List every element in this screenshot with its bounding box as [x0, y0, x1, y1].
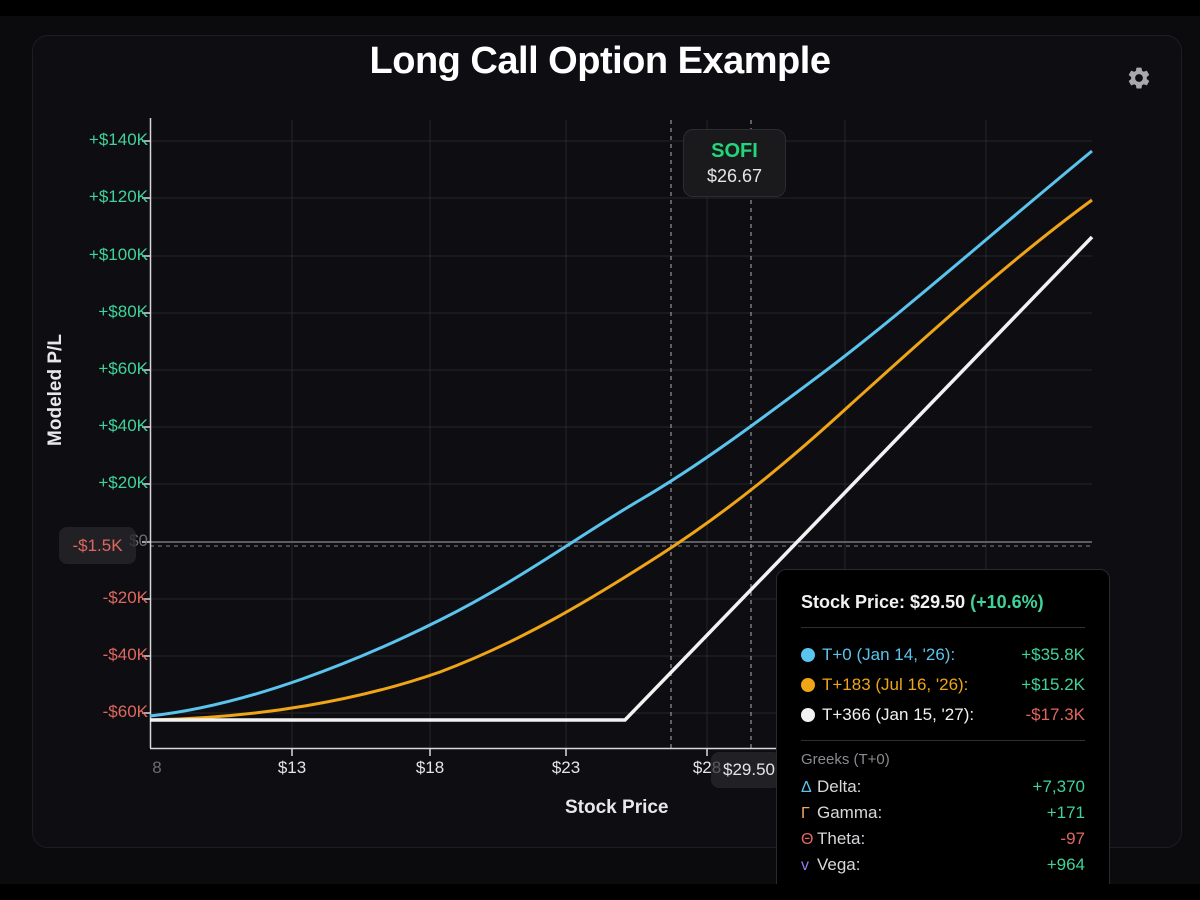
series-value: -$17.3K — [1025, 705, 1085, 724]
greek-row-delta: Δ Delta: +7,370 — [801, 774, 1085, 800]
vertical-gridlines — [291, 120, 987, 748]
series-label: T+366 (Jan 15, '27): — [822, 705, 975, 724]
greek-row-vega: v Vega: +964 — [801, 852, 1085, 878]
greek-row-theta: Θ Theta: -97 — [801, 826, 1085, 852]
bottom-bar — [0, 884, 1200, 900]
greek-name: Vega: — [817, 855, 861, 874]
t183-curve — [149, 198, 1093, 722]
vega-icon: v — [801, 857, 809, 874]
series-value: +$35.8K — [1021, 645, 1085, 664]
y-tick-label: +$140K — [88, 130, 148, 149]
y-tick-label: +$20K — [98, 473, 148, 492]
greek-name: Theta: — [817, 829, 866, 848]
y-tick-label: -$20K — [102, 588, 148, 607]
cursor-price-badge: $29.50 — [711, 752, 781, 788]
series-label: T+183 (Jul 16, '26): — [822, 675, 969, 694]
gear-icon[interactable] — [1126, 65, 1152, 91]
greek-name: Delta: — [817, 777, 862, 796]
t366-curve — [150, 235, 1094, 722]
ticker-symbol: SOFI — [711, 140, 758, 162]
series-value: +$15.2K — [1021, 675, 1085, 694]
t366-dot-icon — [801, 708, 815, 722]
chart-title: Long Call Option Example — [369, 40, 831, 82]
series-label: T+0 (Jan 14, '26): — [822, 645, 956, 664]
top-bar — [0, 0, 1200, 16]
greek-name: Gamma: — [817, 803, 883, 822]
t0-curve — [149, 149, 1093, 718]
divider — [801, 740, 1085, 741]
y-tick-label: +$120K — [88, 187, 148, 206]
greek-value: +964 — [1046, 855, 1085, 874]
y-tick-label: +$80K — [98, 302, 148, 321]
x-tick-label: $23 — [551, 758, 581, 777]
greek-value: +171 — [1046, 803, 1085, 822]
greek-row-gamma: Γ Gamma: +171 — [801, 800, 1085, 826]
greeks-title: Greeks (T+0) — [801, 751, 890, 768]
tooltip-series-row: T+0 (Jan 14, '26): +$35.8K — [801, 640, 1085, 670]
x-tick-marks — [291, 748, 708, 756]
t0-dot-icon — [801, 648, 815, 662]
tooltip-series-row: T+366 (Jan 15, '27): -$17.3K — [801, 700, 1085, 730]
ticker-badge: SOFI $26.67 — [683, 129, 786, 197]
ticker-price: $26.67 — [706, 166, 763, 186]
y-tick-marks — [142, 140, 150, 714]
y-tick-label: +$60K — [98, 359, 148, 378]
tooltip-series-row: T+183 (Jul 16, '26): +$15.2K — [801, 670, 1085, 700]
y-tick-label: +$100K — [88, 245, 148, 264]
y-tick-label: -$40K — [102, 645, 148, 664]
y-tick-label: +$40K — [98, 416, 148, 435]
x-axis-title: Stock Price — [565, 797, 669, 818]
greek-value: -97 — [1060, 829, 1085, 848]
delta-icon: Δ — [801, 779, 812, 796]
x-tick-label: $18 — [415, 758, 445, 777]
breakeven-badge: -$1.5K — [59, 527, 136, 564]
t183-dot-icon — [801, 678, 815, 692]
greek-value: +7,370 — [1032, 777, 1085, 796]
hover-tooltip: Stock Price: $29.50 (+10.6%) T+0 (Jan 14… — [776, 569, 1110, 900]
divider — [801, 627, 1085, 628]
tooltip-change: (+10.6%) — [970, 592, 1044, 612]
tooltip-header: Stock Price: $29.50 (+10.6%) — [801, 592, 1085, 613]
theta-icon: Θ — [801, 831, 814, 848]
y-axis-title: Modeled P/L — [45, 334, 66, 446]
y-tick-label: -$60K — [102, 702, 148, 721]
x-tick-label: $13 — [277, 758, 307, 777]
gamma-icon: Γ — [801, 805, 810, 822]
tooltip-stock-price: Stock Price: $29.50 — [801, 592, 966, 612]
x-tick-label: 8 — [152, 758, 162, 777]
